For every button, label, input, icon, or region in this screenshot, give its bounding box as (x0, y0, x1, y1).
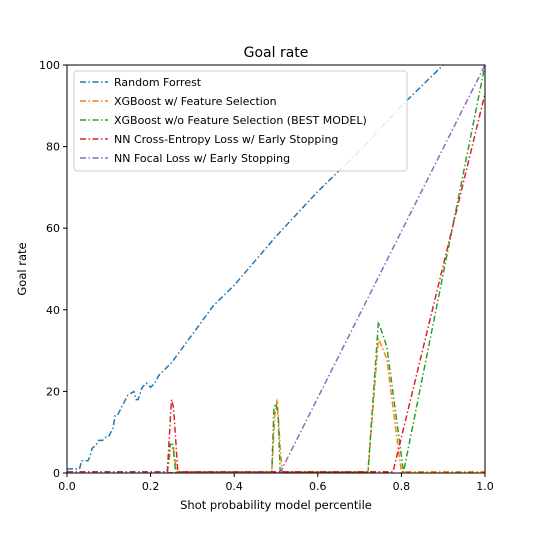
series-line-1 (67, 65, 444, 470)
y-tick-label: 60 (46, 222, 60, 235)
x-axis-label: Shot probability model percentile (180, 498, 372, 512)
y-tick-label: 20 (46, 385, 60, 398)
y-tick-label: 100 (39, 59, 60, 72)
y-tick-label: 0 (53, 467, 60, 480)
legend-box (73, 70, 408, 172)
x-tick-label: 0.6 (309, 480, 327, 493)
x-tick-label: 0.8 (393, 480, 411, 493)
legend-label: Random Forrest (114, 76, 202, 89)
y-axis-label: Goal rate (15, 242, 29, 295)
legend-label: NN Cross-Entropy Loss w/ Early Stopping (114, 133, 338, 146)
legend-label: NN Focal Loss w/ Early Stopping (114, 152, 290, 165)
x-tick-label: 0.2 (142, 480, 160, 493)
y-tick-label: 40 (46, 304, 60, 317)
legend: Random Forrest XGBoost w/ Feature Selecti… (73, 70, 408, 172)
series-line-3 (67, 65, 485, 473)
x-tick-label: 1.0 (476, 480, 494, 493)
chart-title: Goal rate (244, 45, 309, 61)
legend-label: XGBoost w/o Feature Selection (BEST MODE… (114, 114, 367, 127)
series-line-4 (67, 93, 485, 473)
x-tick-label: 0.4 (225, 480, 243, 493)
x-tick-label: 0.0 (58, 480, 76, 493)
plot-frame (66, 64, 486, 474)
y-tick-label: 80 (46, 141, 60, 154)
series-line-2 (67, 338, 485, 473)
legend-label: XGBoost w/ Feature Selection (114, 95, 277, 108)
